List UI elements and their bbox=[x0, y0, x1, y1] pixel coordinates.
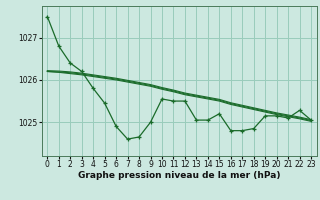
X-axis label: Graphe pression niveau de la mer (hPa): Graphe pression niveau de la mer (hPa) bbox=[78, 171, 280, 180]
